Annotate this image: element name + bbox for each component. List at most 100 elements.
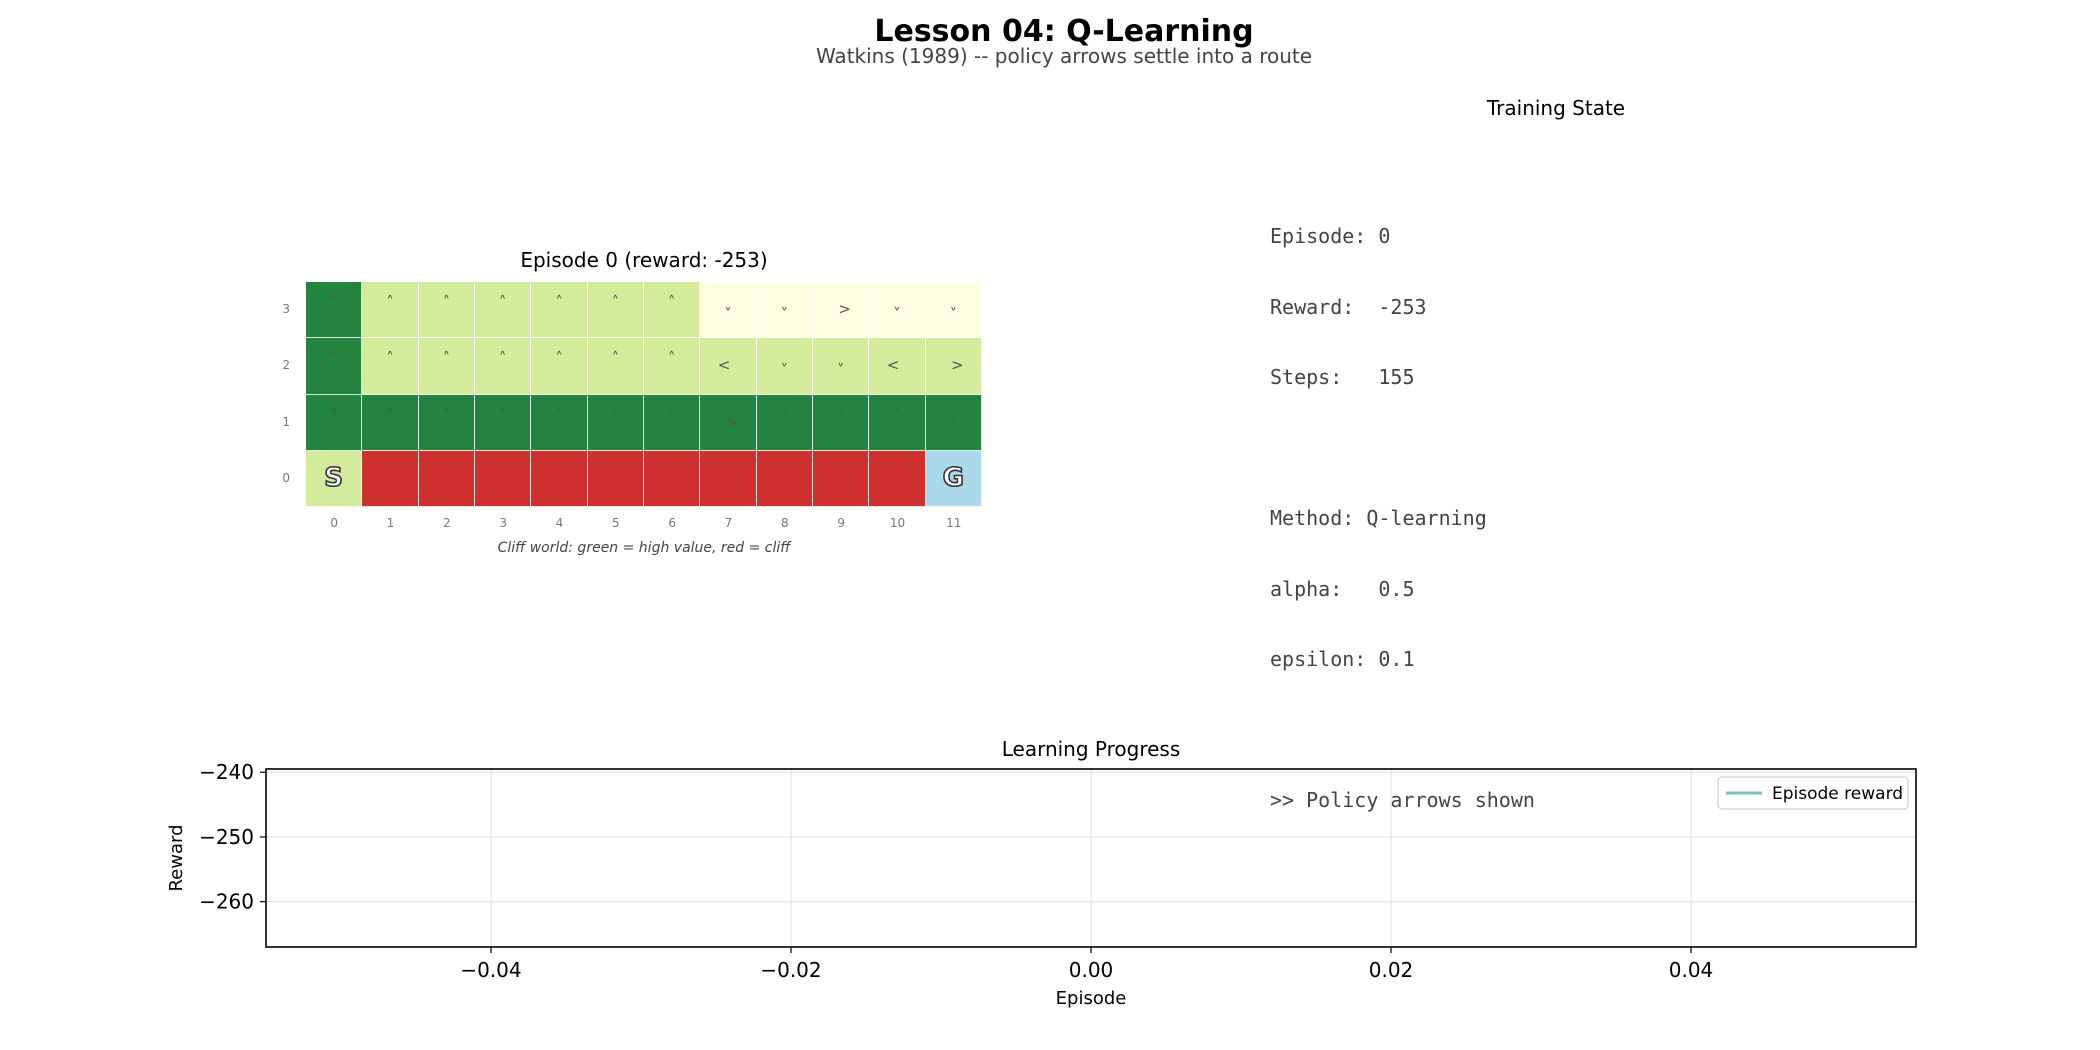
arrow-up-icon: ˄ xyxy=(498,293,507,312)
arrow-up-icon: ˄ xyxy=(442,293,451,312)
arrow-up-icon: ˄ xyxy=(329,293,338,312)
grid-cell: ˄ xyxy=(531,338,588,395)
arrow-up-icon: ˄ xyxy=(442,349,451,368)
arrow-up-icon: ˄ xyxy=(555,405,563,424)
goal-label: G xyxy=(942,463,965,494)
grid-cell: ˄ xyxy=(812,394,870,451)
grid-row-tick: 0 xyxy=(282,470,290,485)
grid-cell xyxy=(643,450,701,507)
grid-cell: ˄ xyxy=(756,394,813,451)
grid-cell xyxy=(812,450,870,507)
arrow-up-icon: ˄ xyxy=(329,405,338,424)
grid-cell: ˅ xyxy=(925,394,982,451)
state-line: alpha: 0.5 xyxy=(1270,576,1415,601)
arrow-up-icon: ˄ xyxy=(386,405,394,424)
grid-cell xyxy=(700,450,757,507)
arrow-up-icon: ˄ xyxy=(498,405,507,424)
grid-cell xyxy=(418,450,475,507)
grid-cell xyxy=(756,450,813,507)
y-tick-label: −250 xyxy=(199,825,254,849)
arrow-up-icon: ˄ xyxy=(611,293,620,312)
grid-col-tick: 4 xyxy=(555,516,564,530)
grid-col-tick: 1 xyxy=(386,516,395,530)
grid-caption: Cliff world: green = high value, red = c… xyxy=(497,540,791,556)
arrow-left-icon: < xyxy=(717,356,731,375)
cliff-world-grid: ˄ ˄ ˄ ˄ ˄ ˄ ˄ ˅ ˅ > ˅ ˅ ˄ ˄ ˄ ˄ ˄ ˄ ˄ < ˅ ˅ < > ˄ ˄ ˄ ˄ ˄ ˄ ˄ > ˄ ˄ ˄ ˅ S G xyxy=(306,282,982,507)
arrow-right-icon: > xyxy=(838,300,851,319)
grid-col-tick: 7 xyxy=(724,516,733,530)
arrow-up-icon: ˄ xyxy=(498,349,507,368)
grid-cell: ˄ xyxy=(587,282,644,339)
arrow-up-icon: ˄ xyxy=(386,293,394,312)
arrow-down-icon: ˅ xyxy=(949,417,958,436)
grid-cell: ˄ xyxy=(474,282,532,339)
grid-cell: ˄ xyxy=(418,394,475,451)
grid-cell: ˅ xyxy=(925,282,982,339)
grid-cell: > xyxy=(812,282,870,339)
grid-cell: ˅ xyxy=(869,282,926,339)
grid-col-tick: 2 xyxy=(443,516,451,530)
grid-panel-title: Episode 0 (reward: -253) xyxy=(520,248,768,272)
training-state-text: Episode: 0 Reward: -253 Steps: 155 Metho… xyxy=(1270,178,1535,836)
arrow-right-icon: > xyxy=(725,412,739,431)
grid-cell: ˅ xyxy=(756,338,813,395)
state-line: Episode: 0 xyxy=(1270,224,1391,248)
grid-cell: ˄ xyxy=(587,338,644,395)
grid-cell: ˅ xyxy=(756,282,813,339)
grid-col-tick: 9 xyxy=(837,516,845,530)
grid-row-tick: 3 xyxy=(282,302,290,317)
grid-row-tick: 1 xyxy=(282,414,290,429)
page-title: Lesson 04: Q-Learning xyxy=(874,14,1254,49)
grid-col-tick: 6 xyxy=(668,516,676,530)
grid-cell xyxy=(531,450,588,507)
grid-cell: G xyxy=(925,450,982,507)
grid-cell: ˅ xyxy=(812,338,870,395)
arrow-up-icon: ˄ xyxy=(667,293,676,312)
grid-cell xyxy=(474,450,532,507)
page-subtitle: Watkins (1989) -- policy arrows settle i… xyxy=(815,44,1313,68)
grid-cell: ˄ xyxy=(362,394,419,451)
grid-col-tick: 10 xyxy=(889,516,906,530)
y-tick-label: −240 xyxy=(199,760,254,784)
grid-cell: ˄ xyxy=(306,338,363,395)
state-line: Reward: -253 xyxy=(1270,294,1427,319)
arrow-up-icon: ˄ xyxy=(555,293,563,312)
grid-cell: ˄ xyxy=(306,394,363,451)
grid-cell: S xyxy=(306,450,363,507)
grid-cell: ˄ xyxy=(474,338,532,395)
arrow-up-icon: ˄ xyxy=(836,405,845,424)
arrow-up-icon: ˄ xyxy=(442,405,451,424)
arrow-up-icon: ˄ xyxy=(611,349,620,368)
x-axis-label: Episode xyxy=(1056,988,1127,1009)
y-tick-label: −260 xyxy=(199,890,254,914)
arrow-down-icon: ˅ xyxy=(724,305,732,324)
grid-cell xyxy=(587,450,644,507)
grid-col-tick: 8 xyxy=(781,516,789,530)
legend-label: Episode reward xyxy=(1772,784,1903,804)
grid-cell xyxy=(362,450,419,507)
grid-cell: ˄ xyxy=(531,282,588,339)
arrow-left-icon: < xyxy=(886,356,900,375)
start-label: S xyxy=(324,463,344,494)
grid-col-tick: 0 xyxy=(330,516,338,530)
state-line: Method: Q-learning xyxy=(1270,506,1487,530)
arrow-up-icon: ˄ xyxy=(667,405,676,424)
grid-col-tick: 5 xyxy=(612,516,620,530)
arrow-up-icon: ˄ xyxy=(611,405,620,424)
state-line: epsilon: 0.1 xyxy=(1270,647,1415,671)
grid-cell: ˄ xyxy=(869,394,926,451)
grid-cell: ˄ xyxy=(474,394,532,451)
legend-box xyxy=(1717,776,1909,810)
x-tick-label: 0.00 xyxy=(1069,958,1114,982)
grid-cell: ˄ xyxy=(587,394,644,451)
grid-cell: ˄ xyxy=(643,394,701,451)
x-tick-label: 0.02 xyxy=(1369,958,1414,982)
chart-title: Learning Progress xyxy=(1001,737,1181,761)
arrow-up-icon: ˄ xyxy=(555,349,563,368)
arrow-up-icon: ˄ xyxy=(893,405,901,424)
grid-cell: ˄ xyxy=(643,338,701,395)
grid-cell: ˄ xyxy=(418,282,475,339)
grid-cell: < xyxy=(869,338,926,395)
grid-cell: ˄ xyxy=(418,338,475,395)
